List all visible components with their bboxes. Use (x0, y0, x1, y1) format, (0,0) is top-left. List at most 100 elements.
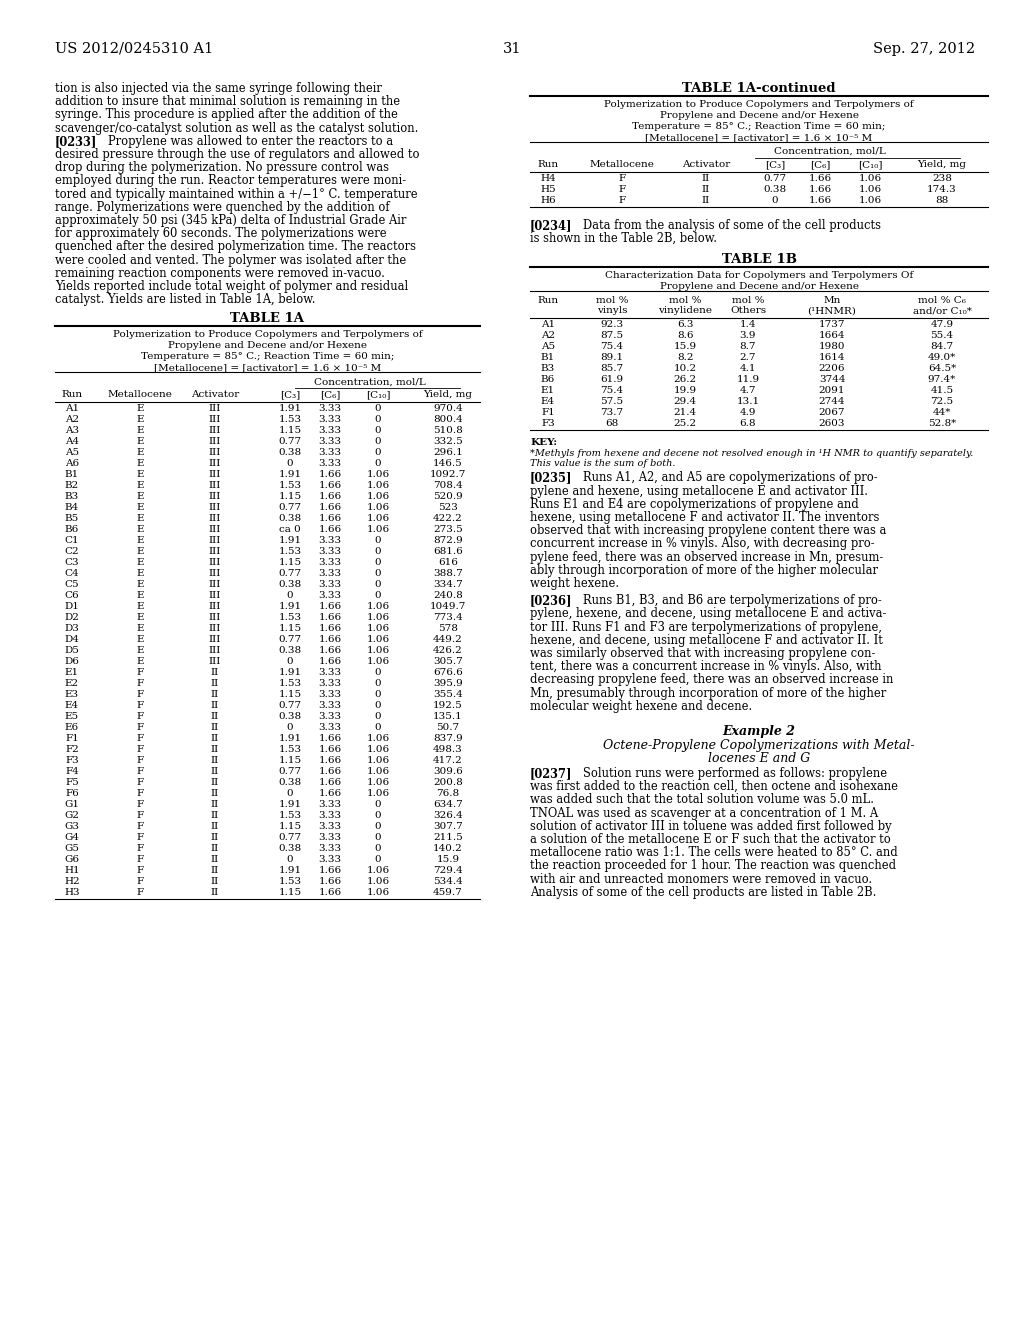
Text: 3.33: 3.33 (318, 822, 342, 832)
Text: [0233]: [0233] (55, 135, 97, 148)
Text: 0.38: 0.38 (279, 581, 301, 590)
Text: F: F (136, 855, 143, 865)
Text: 1.66: 1.66 (318, 525, 342, 535)
Text: [0237]: [0237] (530, 767, 572, 780)
Text: 0: 0 (375, 668, 381, 677)
Text: D3: D3 (65, 624, 80, 634)
Text: 3.33: 3.33 (318, 723, 342, 733)
Text: 1.06: 1.06 (367, 878, 389, 887)
Text: III: III (209, 536, 221, 545)
Text: tent, there was a concurrent increase in % vinyls. Also, with: tent, there was a concurrent increase in… (530, 660, 882, 673)
Text: 0: 0 (375, 833, 381, 842)
Text: 355.4: 355.4 (433, 690, 463, 700)
Text: 1.66: 1.66 (318, 492, 342, 502)
Text: F: F (136, 767, 143, 776)
Text: Sep. 27, 2012: Sep. 27, 2012 (872, 42, 975, 55)
Text: 1614: 1614 (819, 354, 845, 363)
Text: 3.33: 3.33 (318, 416, 342, 425)
Text: desired pressure through the use of regulators and allowed to: desired pressure through the use of regu… (55, 148, 420, 161)
Text: 0.77: 0.77 (279, 569, 301, 578)
Text: 1.06: 1.06 (367, 470, 389, 479)
Text: Solution runs were performed as follows: propylene: Solution runs were performed as follows:… (572, 767, 887, 780)
Text: III: III (209, 482, 221, 491)
Text: H4: H4 (541, 174, 556, 183)
Text: 0: 0 (375, 558, 381, 568)
Text: 1.91: 1.91 (279, 866, 301, 875)
Text: (¹HNMR): (¹HNMR) (808, 306, 856, 315)
Text: 89.1: 89.1 (600, 354, 624, 363)
Text: 0: 0 (375, 449, 381, 458)
Text: A5: A5 (65, 449, 79, 458)
Text: approximately 50 psi (345 kPa) delta of Industrial Grade Air: approximately 50 psi (345 kPa) delta of … (55, 214, 407, 227)
Text: E: E (136, 558, 143, 568)
Text: TABLE 1B: TABLE 1B (722, 253, 797, 267)
Text: 15.9: 15.9 (674, 342, 696, 351)
Text: 1.66: 1.66 (318, 503, 342, 512)
Text: for approximately 60 seconds. The polymerizations were: for approximately 60 seconds. The polyme… (55, 227, 387, 240)
Text: 1.06: 1.06 (367, 602, 389, 611)
Text: KEY:: KEY: (530, 438, 557, 447)
Text: 1.06: 1.06 (367, 635, 389, 644)
Text: F: F (136, 812, 143, 821)
Text: 837.9: 837.9 (433, 734, 463, 743)
Text: 3.33: 3.33 (318, 581, 342, 590)
Text: 0: 0 (287, 657, 293, 667)
Text: 68: 68 (605, 420, 618, 429)
Text: II: II (211, 812, 219, 821)
Text: 1.06: 1.06 (858, 174, 882, 183)
Text: 1.66: 1.66 (318, 878, 342, 887)
Text: remaining reaction components were removed in-vacuo.: remaining reaction components were remov… (55, 267, 385, 280)
Text: 510.8: 510.8 (433, 426, 463, 436)
Text: D4: D4 (65, 635, 80, 644)
Text: 0: 0 (287, 855, 293, 865)
Text: 1.66: 1.66 (318, 515, 342, 524)
Text: A5: A5 (541, 342, 555, 351)
Text: III: III (209, 647, 221, 656)
Text: E1: E1 (541, 387, 555, 396)
Text: 15.9: 15.9 (436, 855, 460, 865)
Text: Others: Others (730, 306, 766, 315)
Text: B3: B3 (541, 364, 555, 374)
Text: 449.2: 449.2 (433, 635, 463, 644)
Text: [C₆]: [C₆] (319, 391, 340, 400)
Text: F: F (136, 888, 143, 898)
Text: 75.4: 75.4 (600, 387, 624, 396)
Text: 1.66: 1.66 (318, 602, 342, 611)
Text: F1: F1 (541, 408, 555, 417)
Text: 1.06: 1.06 (367, 503, 389, 512)
Text: F: F (618, 195, 626, 205)
Text: concurrent increase in % vinyls. Also, with decreasing pro-: concurrent increase in % vinyls. Also, w… (530, 537, 874, 550)
Text: Polymerization to Produce Copolymers and Terpolymers of: Polymerization to Produce Copolymers and… (604, 100, 913, 110)
Text: 1.66: 1.66 (318, 789, 342, 799)
Text: 76.8: 76.8 (436, 789, 460, 799)
Text: 0.77: 0.77 (279, 767, 301, 776)
Text: 1.15: 1.15 (279, 888, 301, 898)
Text: 19.9: 19.9 (674, 387, 696, 396)
Text: pylene, hexene, and decene, using metallocene E and activa-: pylene, hexene, and decene, using metall… (530, 607, 887, 620)
Text: 2.7: 2.7 (739, 354, 757, 363)
Text: 326.4: 326.4 (433, 812, 463, 821)
Text: 3.9: 3.9 (739, 331, 757, 341)
Text: 1.06: 1.06 (367, 789, 389, 799)
Text: 72.5: 72.5 (931, 397, 953, 407)
Text: 1.66: 1.66 (318, 624, 342, 634)
Text: 49.0*: 49.0* (928, 354, 956, 363)
Text: 1.06: 1.06 (367, 746, 389, 755)
Text: 388.7: 388.7 (433, 569, 463, 578)
Text: Yields reported include total weight of polymer and residual: Yields reported include total weight of … (55, 280, 409, 293)
Text: 1.15: 1.15 (279, 426, 301, 436)
Text: III: III (209, 581, 221, 590)
Text: II: II (211, 680, 219, 689)
Text: A3: A3 (65, 426, 79, 436)
Text: III: III (209, 657, 221, 667)
Text: III: III (209, 525, 221, 535)
Text: E: E (136, 569, 143, 578)
Text: 4.9: 4.9 (739, 408, 757, 417)
Text: F: F (136, 822, 143, 832)
Text: 681.6: 681.6 (433, 548, 463, 557)
Text: 174.3: 174.3 (927, 185, 956, 194)
Text: 1.66: 1.66 (318, 779, 342, 788)
Text: 0.38: 0.38 (279, 845, 301, 854)
Text: metallocene ratio was 1:1. The cells were heated to 85° C. and: metallocene ratio was 1:1. The cells wer… (530, 846, 898, 859)
Text: 0: 0 (287, 591, 293, 601)
